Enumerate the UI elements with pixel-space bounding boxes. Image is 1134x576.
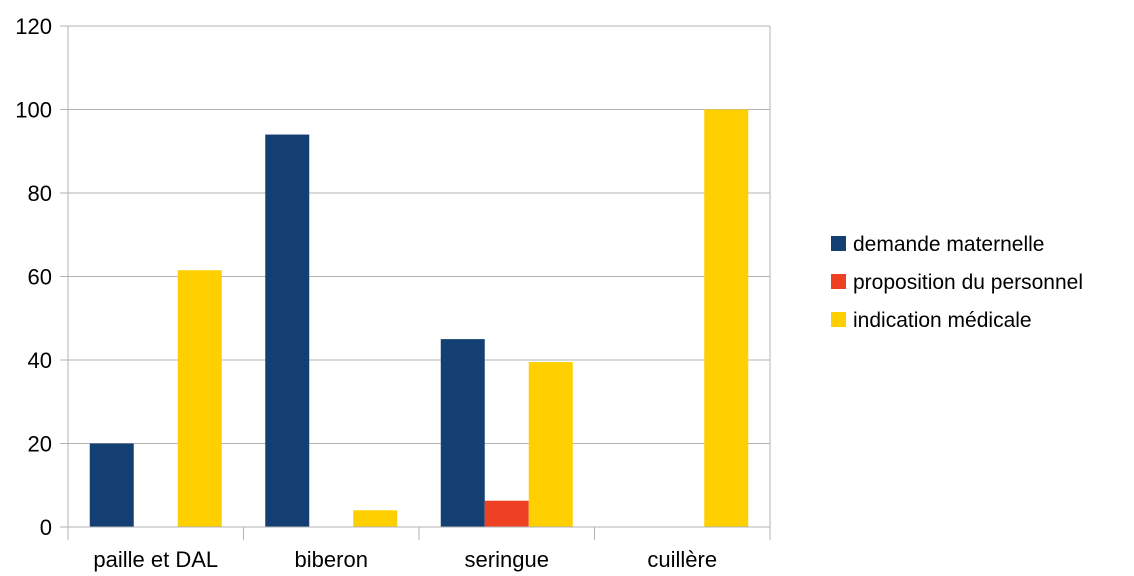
legend-swatch-0 (831, 236, 846, 251)
bar-0-2 (177, 270, 222, 527)
x-tick-label: seringue (465, 547, 549, 572)
bars (89, 109, 749, 528)
x-tick-label: biberon (295, 547, 368, 572)
grid-lines (68, 25, 770, 528)
x-tick-label: cuillère (647, 547, 717, 572)
legend-label: demande maternelle (853, 233, 1044, 256)
y-tick-label: 120 (15, 14, 52, 39)
legend-swatch-2 (831, 312, 846, 327)
x-tick-label: paille et DAL (93, 547, 218, 572)
bar-1-2 (353, 510, 398, 527)
x-axis-ticks: paille et DAL biberon seringue cuillère (67, 527, 771, 572)
legend-swatch-1 (831, 274, 846, 289)
y-tick-label: 100 (15, 98, 52, 123)
bar-2-0 (440, 339, 485, 527)
legend: demande maternelle proposition du personn… (831, 233, 1083, 332)
legend-label: proposition du personnel (853, 271, 1083, 294)
y-tick-label: 0 (40, 515, 52, 540)
bar-3-2 (704, 109, 749, 527)
y-tick-label: 20 (28, 432, 52, 457)
y-axis-ticks: 0 20 40 60 80 100 120 (15, 14, 68, 540)
bar-2-2 (528, 362, 573, 527)
y-tick-label: 60 (28, 265, 52, 290)
legend-label: indication médicale (853, 309, 1032, 332)
bar-0-0 (89, 443, 134, 527)
bar-2-1 (484, 500, 529, 527)
bar-1-0 (265, 134, 310, 528)
y-tick-label: 80 (28, 181, 52, 206)
y-tick-label: 40 (28, 348, 52, 373)
